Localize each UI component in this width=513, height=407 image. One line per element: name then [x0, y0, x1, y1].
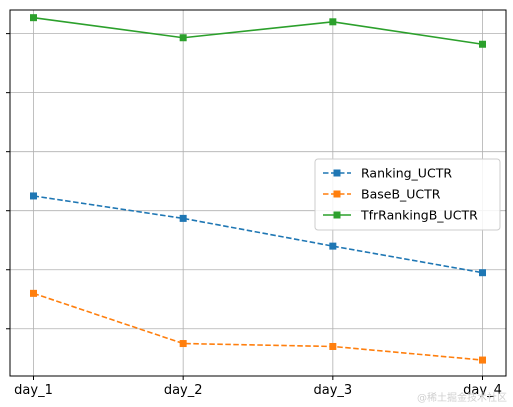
plot-frame [9, 9, 507, 377]
x-tick-label: day_4 [463, 383, 502, 398]
series-line-tfrrankingb-uctr [33, 16, 483, 46]
x-tick-label: day_2 [164, 383, 203, 398]
data-point-baseb-uctr [30, 289, 37, 297]
data-point-ranking-uctr [479, 269, 486, 277]
data-point-tfrrankingb-uctr [30, 14, 37, 22]
legend-label-baseb-uctr: BaseB_UCTR [361, 187, 441, 202]
legend-box [314, 158, 501, 231]
grid [10, 10, 506, 376]
x-tick-label: day_3 [313, 383, 352, 398]
data-point-ranking-uctr [30, 192, 37, 200]
legend-label-ranking-uctr: Ranking_UCTR [361, 166, 452, 181]
y-axis-ticks [6, 33, 10, 330]
legend-marker-baseb-uctr [333, 190, 341, 198]
data-point-baseb-uctr [329, 342, 337, 350]
legend-marker-ranking-uctr [333, 169, 341, 177]
x-axis-ticks: day_1 day_2 day_3 day_4 [14, 376, 502, 398]
x-tick-label: day_1 [14, 383, 53, 398]
data-point-baseb-uctr [479, 356, 486, 364]
legend: Ranking_UCTR BaseB_UCTR TfrRankingB_UCTR [314, 158, 501, 231]
series-lines [30, 14, 486, 364]
series-line-baseb-uctr [33, 292, 483, 361]
data-point-tfrrankingb-uctr [329, 18, 337, 26]
data-point-ranking-uctr [329, 242, 337, 250]
legend-marker-tfrrankingb-uctr [333, 211, 341, 219]
data-point-ranking-uctr [179, 214, 187, 222]
legend-label-tfrrankingb-uctr: TfrRankingB_UCTR [360, 208, 478, 223]
watermark: @稀土掘金技术社区 [417, 393, 507, 404]
series-line-ranking-uctr [33, 195, 483, 274]
data-point-tfrrankingb-uctr [179, 34, 187, 42]
data-point-tfrrankingb-uctr [479, 40, 486, 48]
data-point-baseb-uctr [179, 340, 187, 348]
